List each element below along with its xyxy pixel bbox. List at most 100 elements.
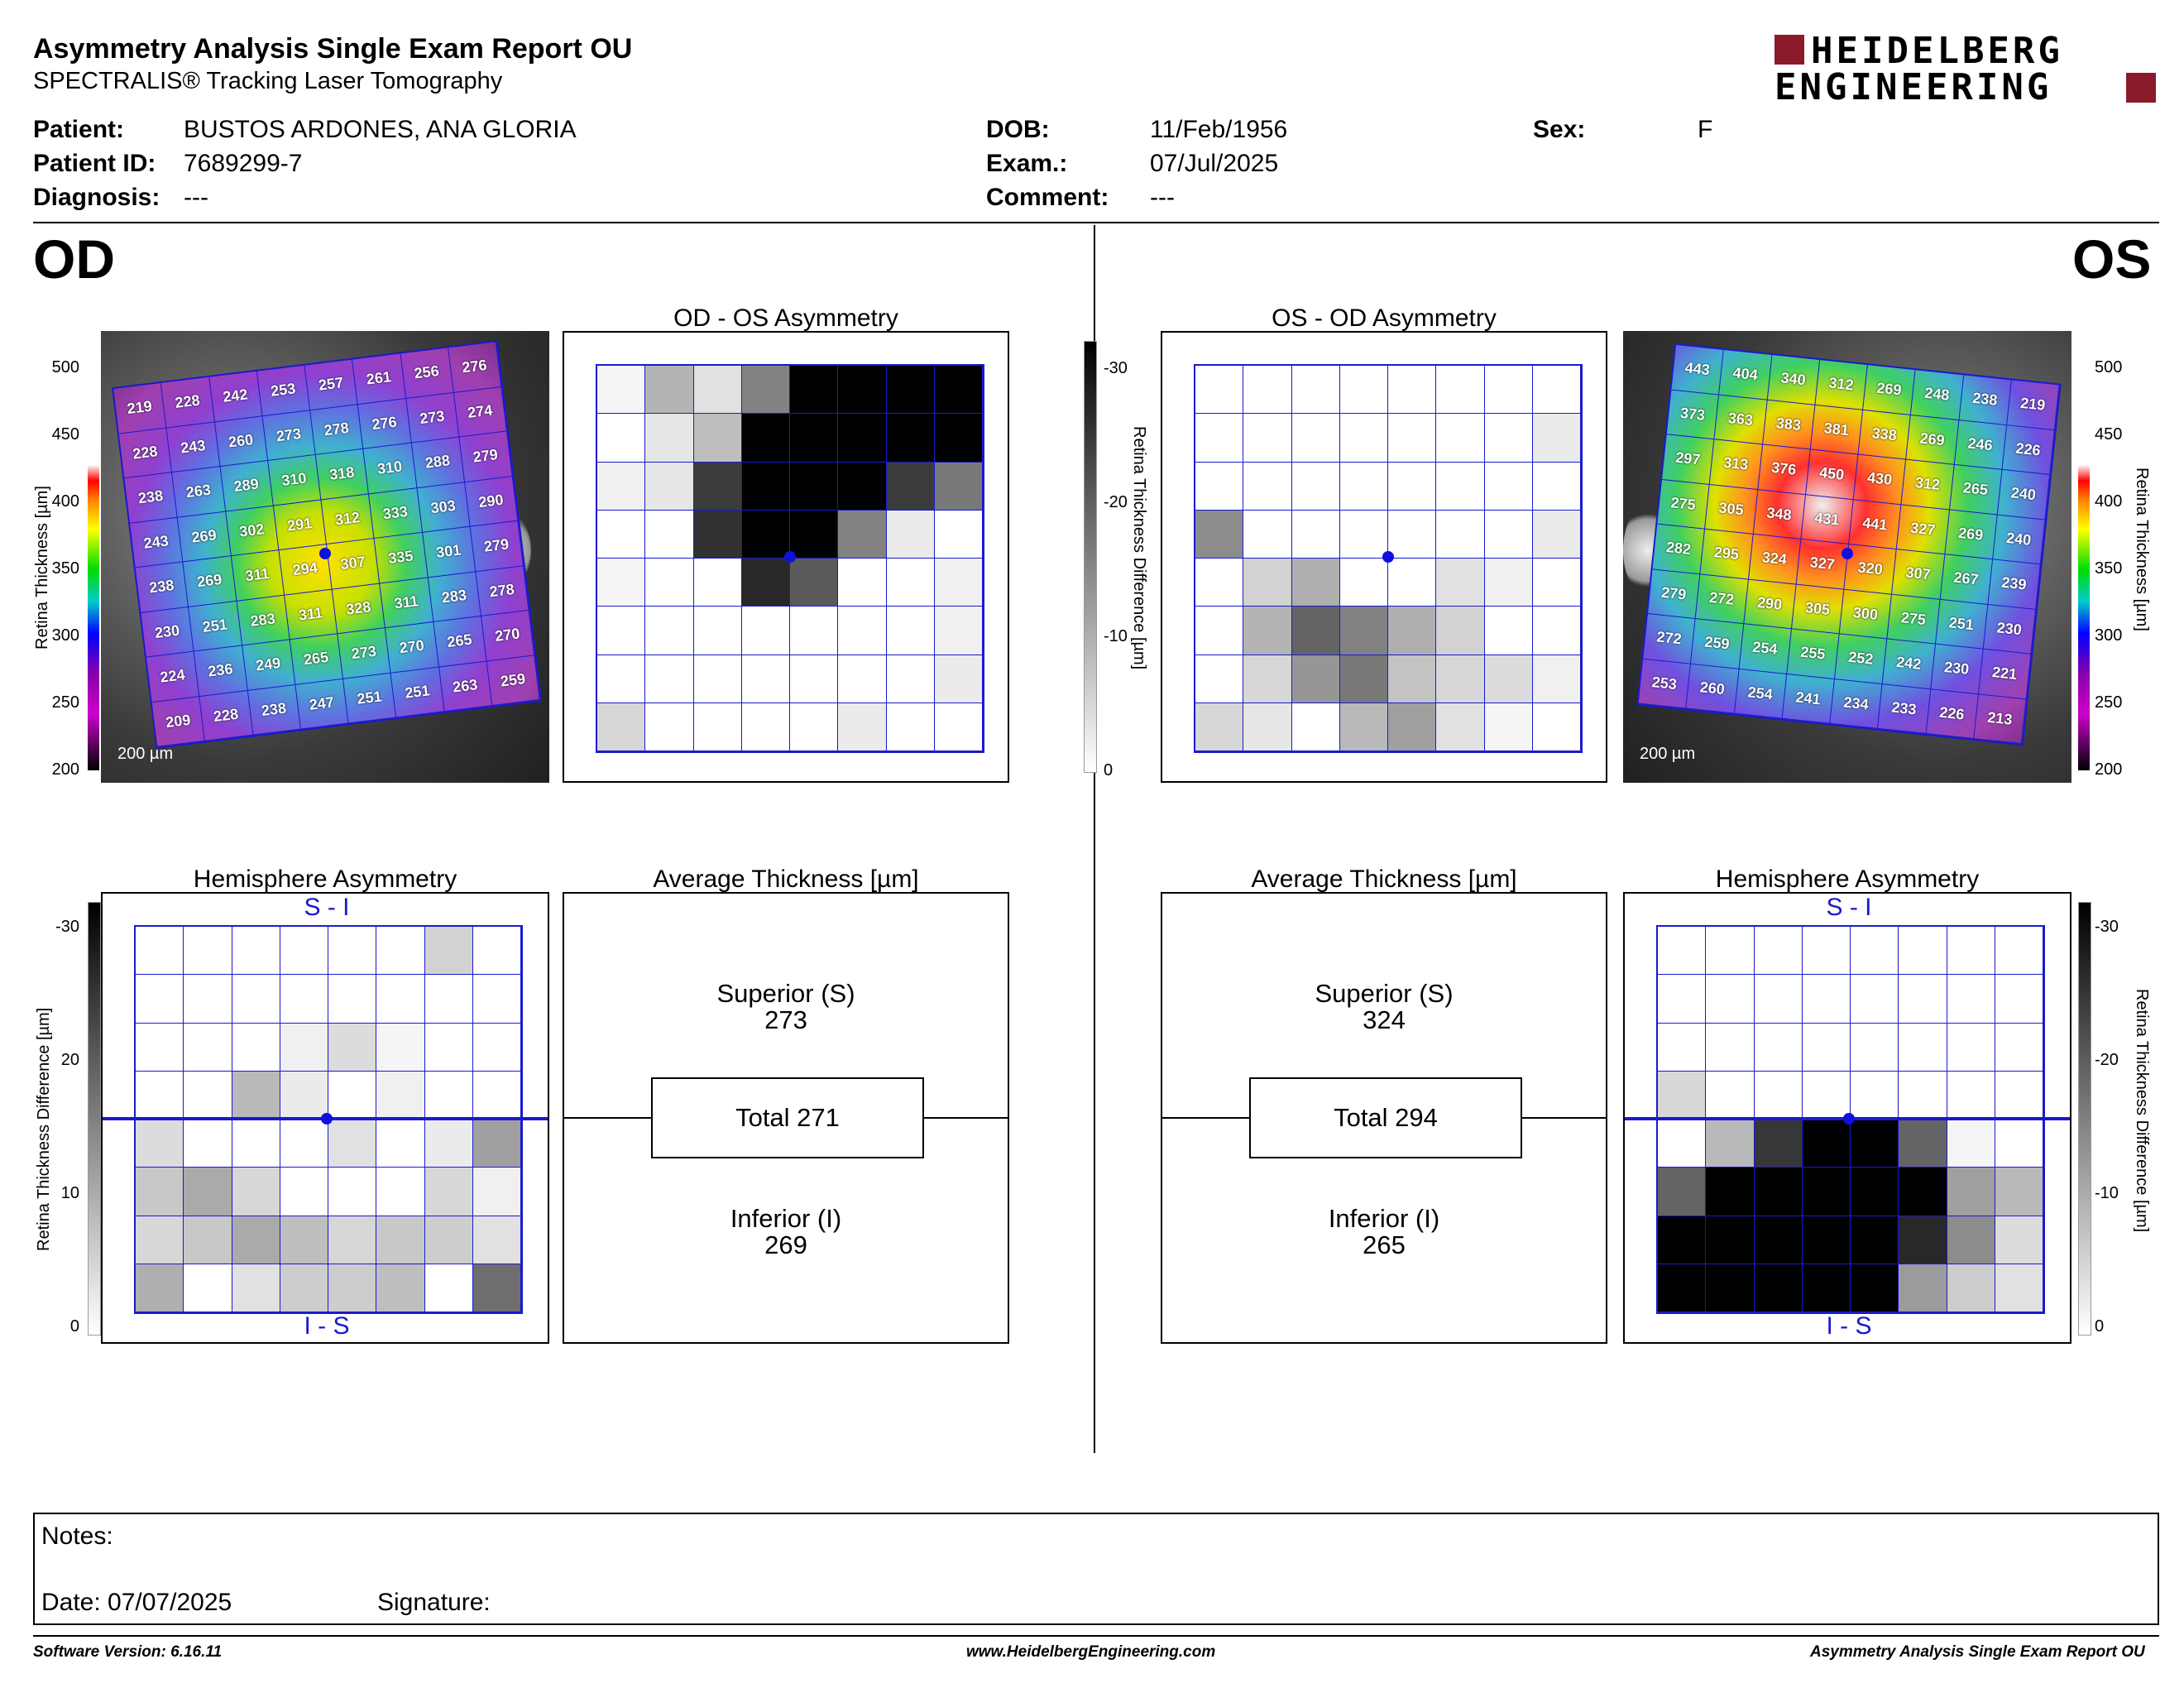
- os-hemi-cell: [1706, 1264, 1755, 1312]
- os-asym-cell: [1436, 559, 1485, 607]
- od-hemi-cell: [424, 1168, 473, 1216]
- os-scale-bar: 200 µm: [1640, 745, 1696, 763]
- tick-label: 20: [60, 1051, 79, 1069]
- patient-name: BUSTOS ARDONES, ANA GLORIA: [184, 116, 577, 143]
- os-thickness-cell: 381: [1810, 405, 1864, 455]
- os-hemi-cell: [1658, 975, 1707, 1024]
- os-thickness-cell: 269: [1944, 509, 1998, 560]
- od-hemi-cell: [328, 1023, 377, 1072]
- os-asym-cell: [1243, 462, 1292, 511]
- od-thickness-cell: 263: [438, 660, 493, 712]
- os-asym-cell: [1436, 607, 1485, 655]
- os-thickness-cell: 348: [1753, 489, 1806, 539]
- os-superior-label: Superior (S): [1315, 979, 1454, 1008]
- od-asym-cell: [838, 607, 887, 655]
- os-hemi-cell: [1995, 1216, 2043, 1264]
- od-asym-cell: [645, 462, 694, 511]
- os-hemi-fovea-marker: [1843, 1113, 1855, 1125]
- os-asym-cell: [1484, 655, 1533, 703]
- od-hemi-cell: [280, 975, 328, 1024]
- od-fundus-image: 219 228 242 253 257 261 256 276 228 243 260 273 278 2…: [101, 331, 549, 783]
- os-avg-title: Average Thickness [µm]: [1251, 866, 1517, 893]
- od-thickness-map: 219 228 242 253 257 261 256 276 228 243 260 273 278 2…: [111, 340, 543, 749]
- os-thickness-cell: 213: [1974, 693, 2027, 745]
- od-asym-cell: [790, 414, 839, 463]
- os-hemi-cell: [1899, 927, 1947, 976]
- od-thickness-cell: 260: [214, 415, 268, 468]
- od-thickness-cell: 238: [247, 684, 301, 736]
- os-inferior-value: 265: [1363, 1230, 1406, 1259]
- od-asym-cell: [645, 414, 694, 463]
- od-hemi-cell: [472, 975, 521, 1024]
- od-hemi-cell: [232, 1023, 280, 1072]
- os-hemi-cell: [1658, 1168, 1707, 1216]
- od-thickness-cell: 310: [267, 454, 322, 506]
- od-asym-cell: [693, 559, 742, 607]
- footer-report-title: Asymmetry Analysis Single Exam Report OU: [1810, 1643, 2145, 1661]
- od-thickness-cell: 279: [470, 520, 524, 572]
- od-thickness-cell: 265: [433, 616, 487, 668]
- exam-value: 07/Jul/2025: [1150, 150, 1279, 177]
- od-asym-cell: [597, 703, 646, 751]
- od-asym-panel: [563, 331, 1009, 783]
- os-asym-cell: [1532, 510, 1581, 559]
- website-link[interactable]: www.HeidelbergEngineering.com: [966, 1643, 1216, 1661]
- os-hemi-cell: [1899, 1120, 1947, 1168]
- tick-label: 300: [2095, 626, 2123, 645]
- os-asym-cell: [1339, 559, 1388, 607]
- od-asym-cell: [693, 703, 742, 751]
- od-thickness-cell: 279: [459, 431, 513, 482]
- od-asym-cell: [934, 559, 983, 607]
- os-hemi-cell: [1947, 1120, 1995, 1168]
- os-asym-cell: [1532, 559, 1581, 607]
- os-asym-cell: [1532, 366, 1581, 415]
- os-thickness-cell: 430: [1853, 454, 1907, 505]
- od-hemi-cell: [232, 1168, 280, 1216]
- os-asym-cell: [1436, 655, 1485, 703]
- od-thickness-cell: 251: [189, 601, 242, 652]
- tick-label: -10: [2095, 1184, 2119, 1202]
- os-hemi-cell: [1658, 1120, 1707, 1168]
- od-hemi-cell: [232, 1071, 280, 1120]
- od-hemi-cell: [328, 1264, 377, 1312]
- tick-label: 300: [51, 626, 79, 645]
- od-hemi-cell: [280, 1168, 328, 1216]
- od-thickness-cell: 270: [481, 610, 535, 661]
- od-asym-cell: [597, 559, 646, 607]
- dob-value: 11/Feb/1956: [1150, 116, 1288, 143]
- od-hemi-fovea-marker: [321, 1113, 333, 1125]
- os-asym-cell: [1195, 559, 1244, 607]
- od-asym-cell: [693, 607, 742, 655]
- os-asym-cell: [1436, 703, 1485, 751]
- os-hemi-cell: [1802, 975, 1851, 1024]
- os-thickness-cell: 269: [1906, 415, 1959, 465]
- od-hemi-cell: [472, 1264, 521, 1312]
- os-thickness-cell: 246: [1954, 420, 2007, 470]
- os-hemi-cell: [1947, 927, 1995, 976]
- os-asym-grid: [1194, 364, 1583, 753]
- os-asym-cell: [1339, 607, 1388, 655]
- od-thickness-cell: 261: [352, 353, 406, 405]
- os-thickness-cell: 373: [1666, 390, 1720, 440]
- os-thickness-cell: 305: [1791, 584, 1845, 635]
- tick-label: 400: [2095, 492, 2123, 511]
- od-asym-cell: [693, 510, 742, 559]
- tick-label: -30: [1104, 359, 1128, 377]
- os-hemi-cell: [1658, 927, 1707, 976]
- od-thickness-cell: 311: [231, 550, 285, 602]
- od-thickness-colorbar: [88, 368, 99, 770]
- os-hemi-cell: [1706, 1120, 1755, 1168]
- os-thickness-cell: 376: [1757, 444, 1811, 495]
- od-thickness-cell: 312: [321, 493, 375, 544]
- os-hemi-cell: [1754, 1264, 1803, 1312]
- od-hemi-cell: [184, 975, 232, 1024]
- os-asym-cell: [1388, 703, 1437, 751]
- od-asym-cell: [741, 510, 790, 559]
- os-hemi-cell: [1706, 927, 1755, 976]
- od-hemi-cell: [232, 1264, 280, 1312]
- os-thickness-cell: 324: [1748, 534, 1802, 585]
- od-asym-cell: [886, 607, 935, 655]
- od-asym-cell: [934, 414, 983, 463]
- tick-label: 350: [51, 559, 79, 578]
- tick-label: 0: [2095, 1317, 2105, 1336]
